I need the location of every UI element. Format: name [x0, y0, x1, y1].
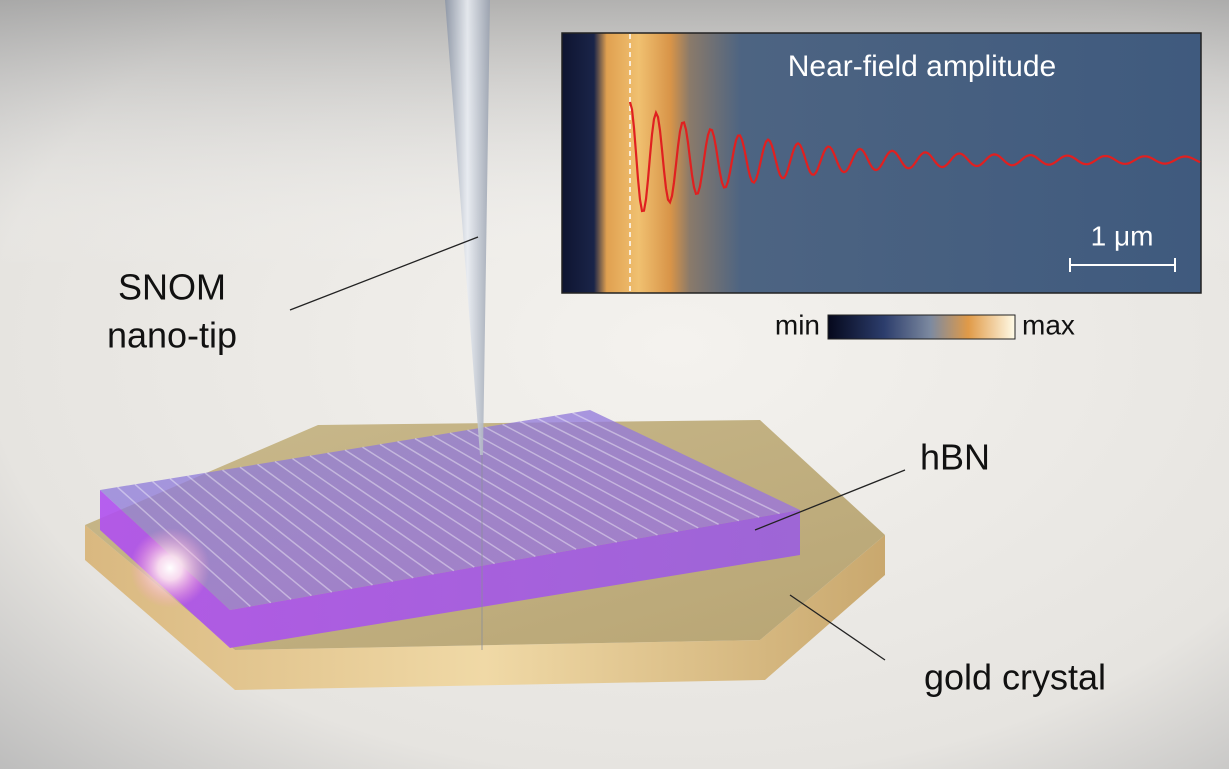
scale-bar-label: 1 μm: [1091, 220, 1154, 251]
label: hBN: [920, 437, 990, 478]
illustration: SNOM nano-tip hBN gold crystal Near-fiel…: [0, 0, 1229, 769]
colorbar-max: max: [1022, 309, 1075, 340]
colorbar: [828, 315, 1015, 339]
colorbar-min: min: [775, 309, 820, 340]
label: gold crystal: [924, 657, 1106, 698]
light-spot: [130, 528, 210, 608]
inset-title: Near-field amplitude: [788, 50, 1056, 83]
label: SNOM: [118, 267, 226, 308]
label: nano-tip: [107, 315, 237, 356]
